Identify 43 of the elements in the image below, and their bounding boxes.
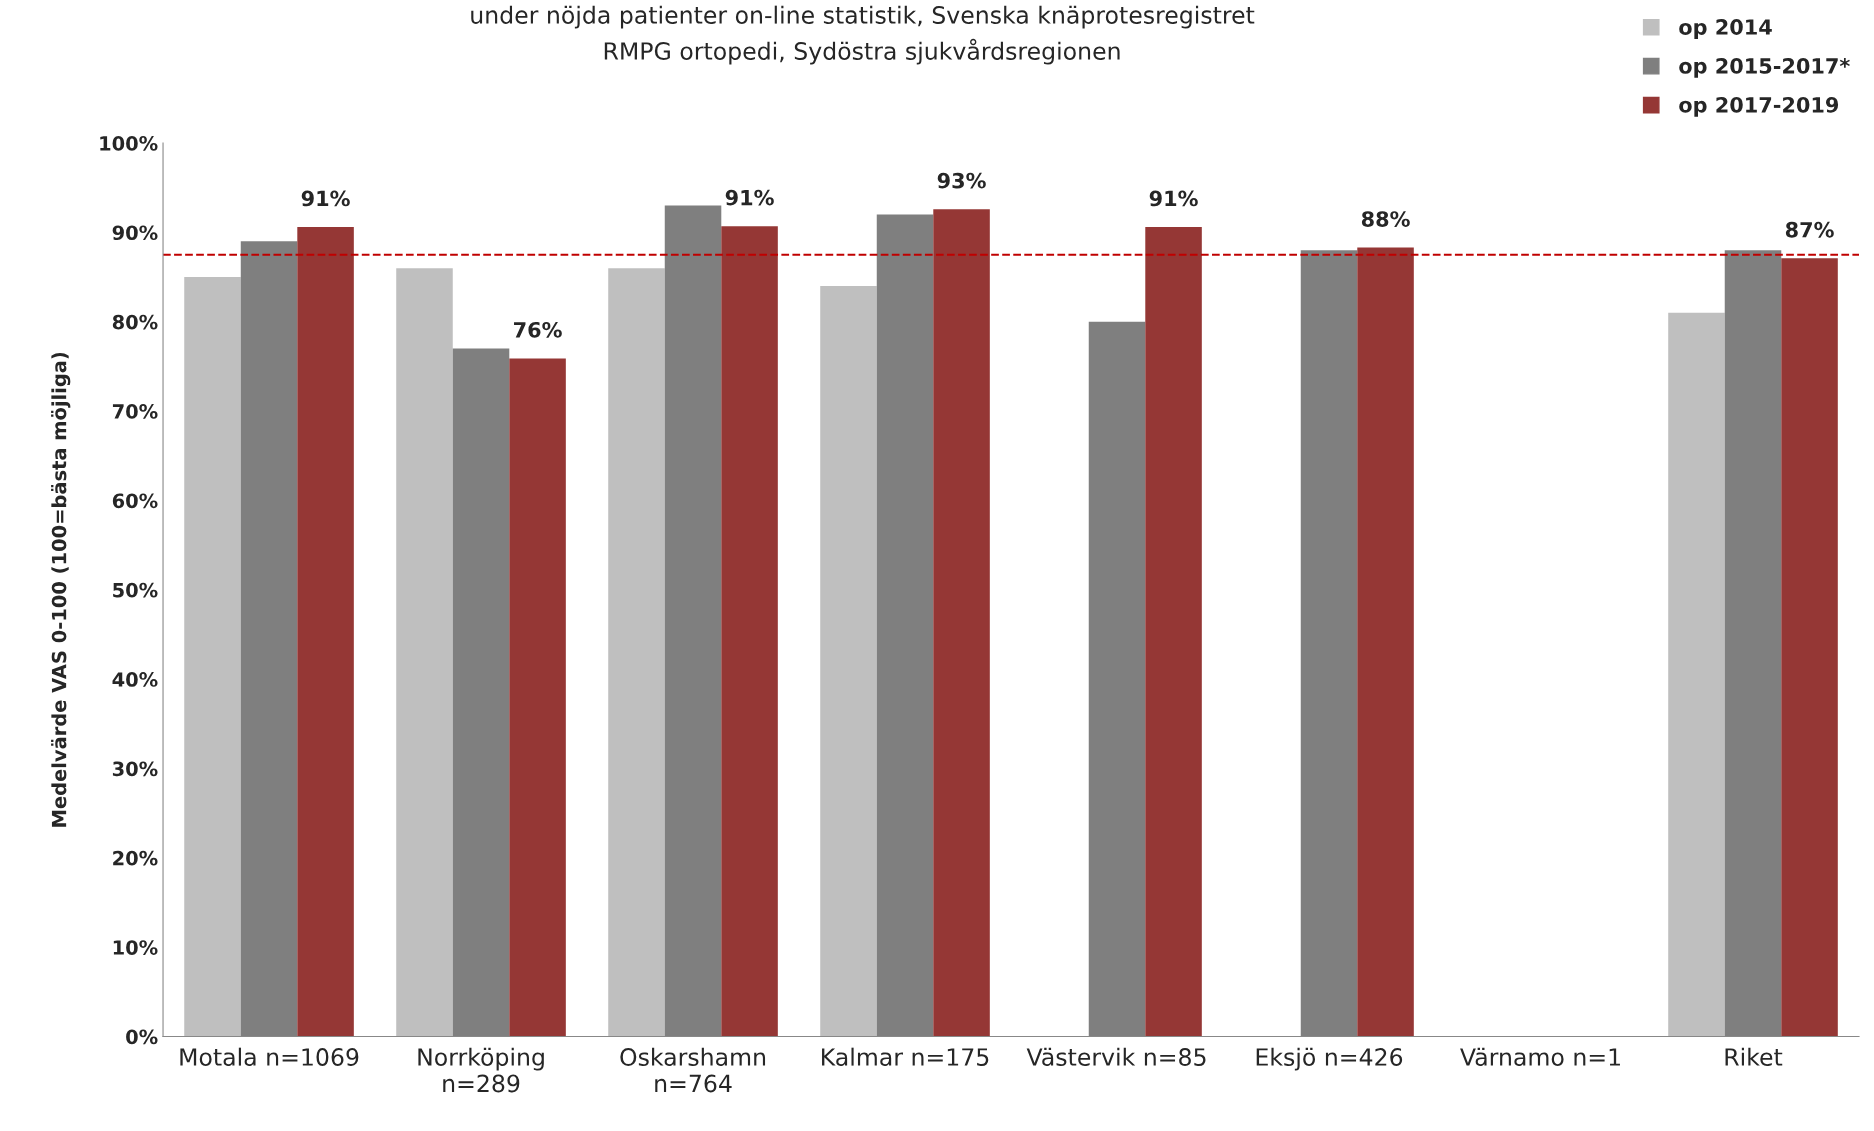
x-tick-label: Kalmar n=175 [822,1047,989,1066]
bar [509,358,566,1037]
x-tick-label: Norrköping n=289 [418,1047,544,1093]
legend-label: op 2017-2019 [1679,96,1839,117]
y-tick-label: 40% [112,672,158,687]
data-label: 87% [1785,221,1834,238]
bar [1781,258,1838,1037]
data-label: 91% [1149,190,1198,207]
x-tick-label: Eksjö n=426 [1256,1047,1403,1071]
data-label: 91% [301,190,350,207]
y-tick-label: 20% [113,850,158,866]
data-label: 93% [937,172,986,189]
bar [396,268,453,1037]
data-label: 88% [1361,211,1410,227]
bar [933,209,990,1037]
y-tick-label: 60% [112,493,158,509]
bar [820,286,877,1037]
legend-label: op 2015-2017* [1679,58,1850,78]
y-tick-label: 80% [112,314,158,330]
bar [1357,247,1414,1037]
bar [1145,227,1202,1037]
legend-label: op 2014 [1679,19,1772,39]
x-tick-label: Västervik n=85 [1026,1047,1206,1066]
y-tick-label: 0% [126,1029,158,1045]
y-tick-label: 100% [100,136,158,151]
x-tick-label: Värnamo n=1 [1460,1047,1620,1066]
y-tick-label: 50% [113,582,158,598]
x-tick-label: Motala n=1069 [180,1047,359,1066]
data-label: 91% [725,189,774,206]
y-axis-title: Medelvärde VAS 0-100 (100=bästa möjliga) [51,352,71,827]
y-tick-label: 30% [112,761,158,777]
y-tick-label: 10% [113,940,158,955]
bar [721,226,778,1037]
bar [184,277,241,1037]
y-tick-label: 90% [112,225,158,241]
bar [608,268,665,1037]
data-label: 76% [514,321,562,338]
chart-title: under nöjda patienter on-line statistik, Svenska knäprotesregistret RMPG ortopedi, Sydöstra sjukvårdsregionen [471,5,1255,65]
bar [1668,312,1725,1037]
bar [297,227,354,1037]
x-tick-label: Oskarshamn n=764 [620,1047,766,1093]
y-tick-label: 70% [112,404,158,419]
x-tick-label: Riket [1725,1047,1783,1066]
